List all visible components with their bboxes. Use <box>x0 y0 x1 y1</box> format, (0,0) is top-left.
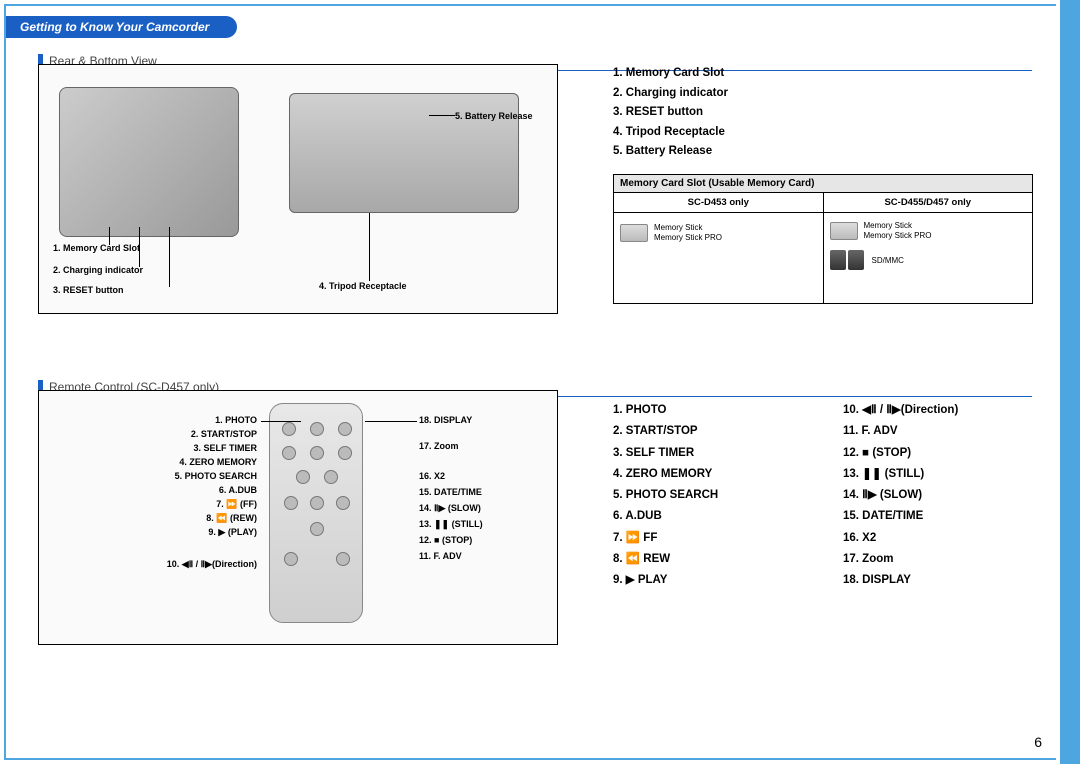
list-item: 2. START/STOP <box>613 421 773 442</box>
list-item: 16. X2 <box>843 528 1003 549</box>
sd-card-icon <box>830 250 846 270</box>
rear-bottom-list: 1. Memory Card Slot 2. Charging indicato… <box>613 64 728 162</box>
list-item: 15. DATE/TIME <box>843 506 1003 527</box>
rear-bottom-diagram: 1. Memory Card Slot 2. Charging indicato… <box>38 64 558 314</box>
remote-image <box>269 403 363 623</box>
callout: 4. ZERO MEMORY <box>179 457 257 467</box>
callout-memory-card-slot: 1. Memory Card Slot <box>53 243 140 253</box>
list-item: 6. A.DUB <box>613 506 773 527</box>
callout: 12. ■ (STOP) <box>419 535 472 545</box>
callout: 3. SELF TIMER <box>193 443 257 453</box>
list-item: 1. Memory Card Slot <box>613 64 728 84</box>
list-item: 12. ■ (STOP) <box>843 443 1003 464</box>
memory-card-table: Memory Card Slot (Usable Memory Card) SC… <box>613 174 1033 304</box>
card-label: Memory Stick PRO <box>654 233 722 242</box>
section-rear-bottom: Rear & Bottom View 1. Memory Card Slot 2… <box>38 54 1032 364</box>
remote-list-col1: 1. PHOTO 2. START/STOP 3. SELF TIMER 4. … <box>613 400 773 591</box>
remote-list-col2: 10. ◀Ⅱ / Ⅱ▶(Direction) 11. F. ADV 12. ■ … <box>843 400 1003 591</box>
list-item: 17. Zoom <box>843 549 1003 570</box>
callout: 16. X2 <box>419 471 445 481</box>
callout: 7. ⏩ (FF) <box>216 499 257 510</box>
table-head: Memory Card Slot (Usable Memory Card) <box>614 175 1032 193</box>
list-item: 3. SELF TIMER <box>613 443 773 464</box>
list-item: 8. ⏪ REW <box>613 549 773 570</box>
list-item: 13. ❚❚ (STILL) <box>843 464 1003 485</box>
list-item: 3. RESET button <box>613 103 728 123</box>
callout-reset-button: 3. RESET button <box>53 285 124 295</box>
memory-stick-icon <box>830 222 858 240</box>
table-cell-d455: Memory Stick Memory Stick PRO SD/MMC <box>824 213 1033 303</box>
list-item: 5. PHOTO SEARCH <box>613 485 773 506</box>
callout: 9. ▶ (PLAY) <box>208 527 257 538</box>
chapter-title: Getting to Know Your Camcorder <box>6 16 237 38</box>
list-item: 10. ◀Ⅱ / Ⅱ▶(Direction) <box>843 400 1003 421</box>
card-label: Memory Stick PRO <box>864 231 932 240</box>
callout-tripod-receptacle: 4. Tripod Receptacle <box>319 281 407 291</box>
callout: 18. DISPLAY <box>419 415 472 425</box>
callout: 8. ⏪ (REW) <box>206 513 257 524</box>
callout: 2. START/STOP <box>191 429 257 439</box>
side-accent-bar <box>1060 0 1080 764</box>
list-item: 9. ▶ PLAY <box>613 570 773 591</box>
callout: 14. Ⅱ▶ (SLOW) <box>419 503 481 514</box>
callout: 10. ◀Ⅱ / Ⅱ▶(Direction) <box>167 559 257 570</box>
list-item: 5. Battery Release <box>613 142 728 162</box>
table-col-head: SC-D453 only <box>614 193 824 213</box>
memory-stick-icon <box>620 224 648 242</box>
table-cell-d453: Memory Stick Memory Stick PRO <box>614 213 824 303</box>
list-item: 4. ZERO MEMORY <box>613 464 773 485</box>
callout-battery-release: 5. Battery Release <box>455 111 533 121</box>
camcorder-rear-image <box>59 87 239 237</box>
callout: 6. A.DUB <box>219 485 257 495</box>
section-remote: Remote Control (SC-D457 only) 1. PHOTO 2… <box>38 380 1032 700</box>
callout: 1. PHOTO <box>215 415 257 425</box>
callout: 17. Zoom <box>419 441 459 451</box>
list-item: 7. ⏩ FF <box>613 528 773 549</box>
card-label: SD/MMC <box>872 256 904 265</box>
page-number: 6 <box>1034 734 1042 750</box>
mmc-card-icon <box>848 250 864 270</box>
list-item: 1. PHOTO <box>613 400 773 421</box>
list-item: 2. Charging indicator <box>613 84 728 104</box>
list-item: 4. Tripod Receptacle <box>613 123 728 143</box>
list-item: 18. DISPLAY <box>843 570 1003 591</box>
remote-diagram: 1. PHOTO 2. START/STOP 3. SELF TIMER 4. … <box>38 390 558 645</box>
card-label: Memory Stick <box>654 223 702 232</box>
list-item: 14. Ⅱ▶ (SLOW) <box>843 485 1003 506</box>
callout: 11. F. ADV <box>419 551 462 561</box>
callout: 13. ❚❚ (STILL) <box>419 519 483 530</box>
callout: 15. DATE/TIME <box>419 487 482 497</box>
list-item: 11. F. ADV <box>843 421 1003 442</box>
remote-lists: 1. PHOTO 2. START/STOP 3. SELF TIMER 4. … <box>613 400 1003 591</box>
table-col-head: SC-D455/D457 only <box>824 193 1033 213</box>
callout: 5. PHOTO SEARCH <box>175 471 257 481</box>
card-label: Memory Stick <box>864 221 912 230</box>
callout-charging-indicator: 2. Charging indicator <box>53 265 143 275</box>
